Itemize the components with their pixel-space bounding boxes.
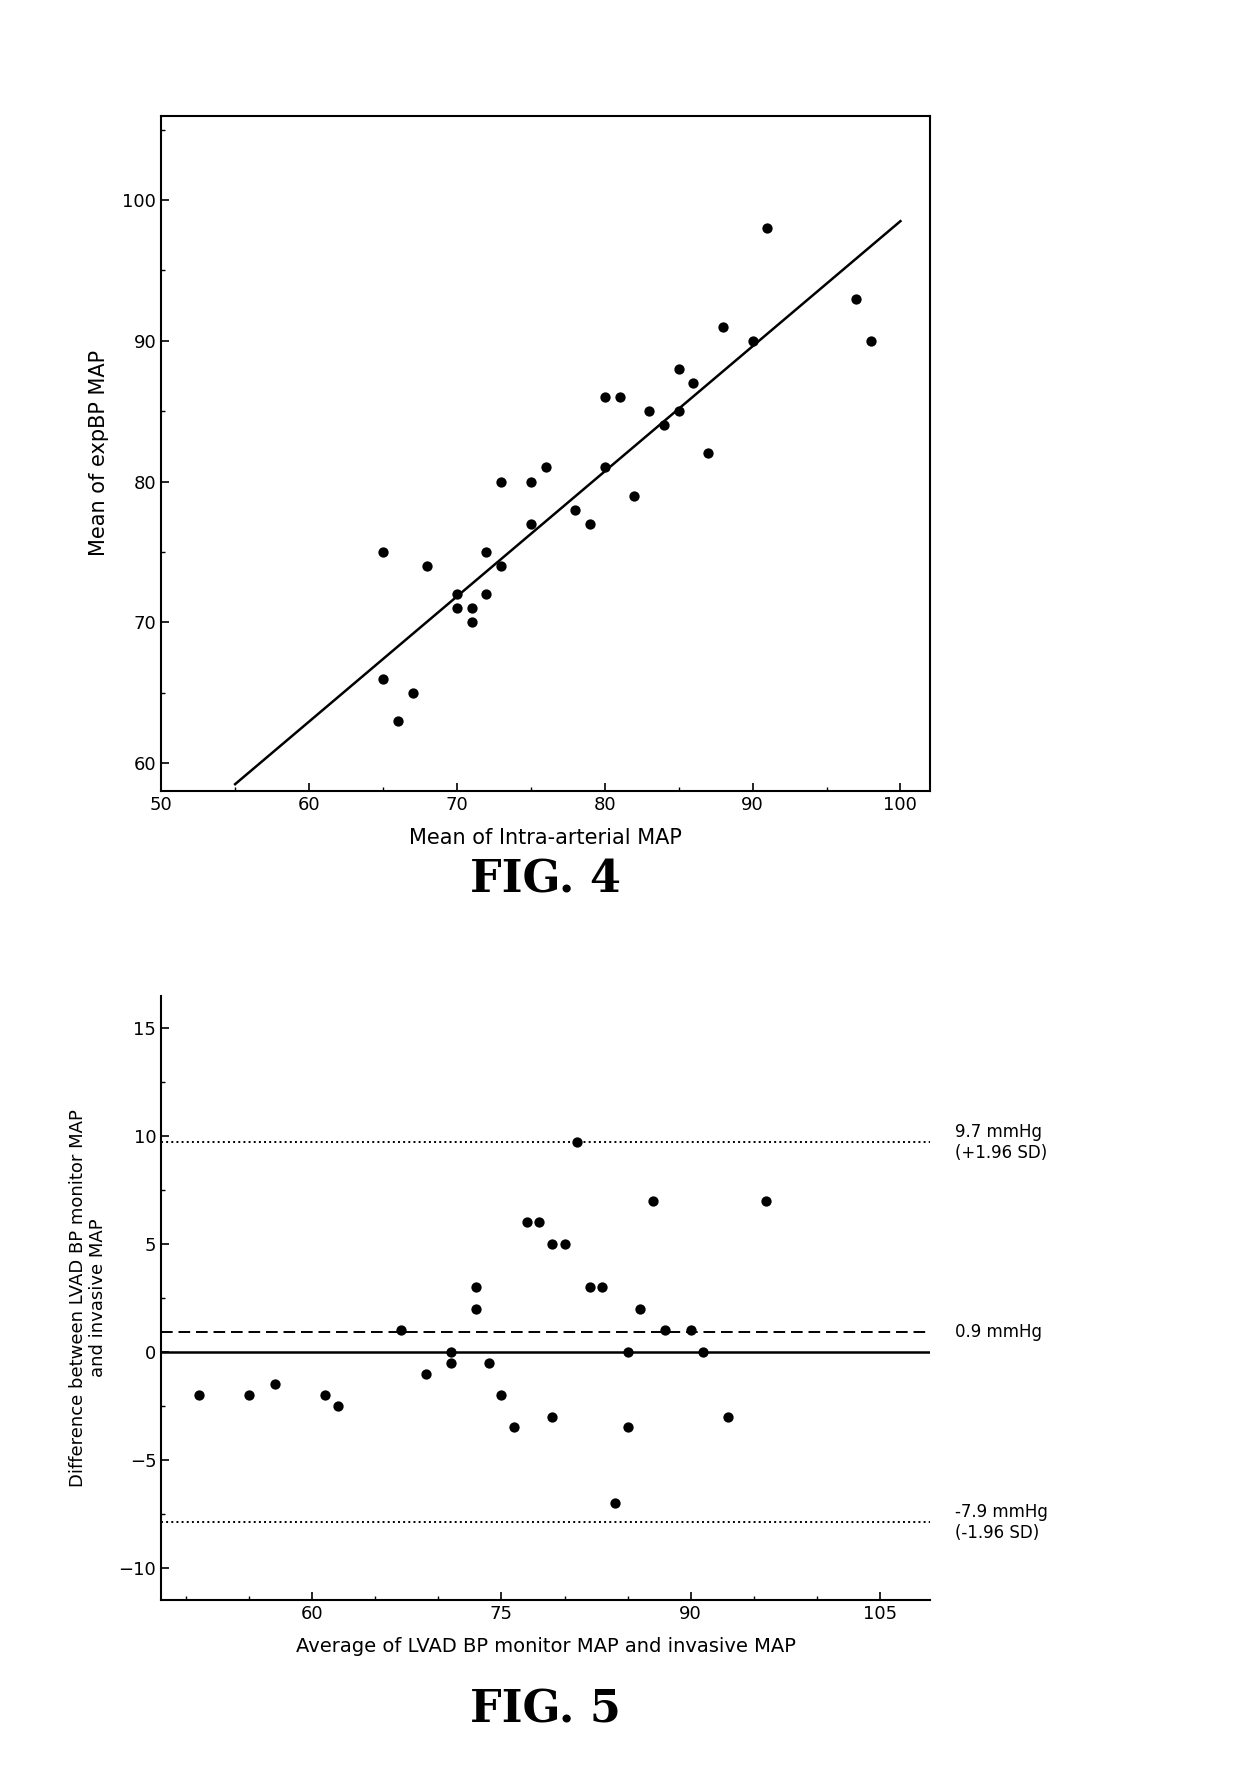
Point: [239, 1382, 259, 1410]
Text: 9.7 mmHg
(+1.96 SD): 9.7 mmHg (+1.96 SD): [955, 1124, 1048, 1161]
Point: [642, 1186, 662, 1214]
Point: [693, 1337, 713, 1366]
Point: [521, 468, 541, 496]
Point: [373, 665, 393, 693]
Point: [542, 1403, 562, 1431]
Point: [505, 1414, 525, 1442]
Point: [554, 1230, 574, 1259]
Point: [461, 594, 481, 622]
Point: [388, 706, 408, 734]
Point: [625, 482, 645, 510]
Point: [536, 453, 556, 482]
Text: FIG. 4: FIG. 4: [470, 859, 621, 901]
Point: [639, 396, 658, 425]
Point: [610, 382, 630, 411]
Point: [630, 1294, 650, 1323]
Point: [756, 1186, 776, 1214]
Y-axis label: Difference between LVAD BP monitor MAP
and invasive MAP: Difference between LVAD BP monitor MAP a…: [68, 1109, 108, 1486]
Point: [441, 1337, 461, 1366]
Point: [861, 327, 880, 356]
Point: [391, 1316, 410, 1344]
Point: [593, 1273, 613, 1301]
Point: [415, 1358, 435, 1387]
Point: [656, 1316, 676, 1344]
Point: [758, 213, 777, 242]
Point: [446, 594, 466, 622]
Point: [418, 551, 438, 580]
Point: [315, 1382, 335, 1410]
Point: [373, 537, 393, 565]
Point: [595, 382, 615, 411]
Point: [846, 284, 866, 313]
X-axis label: Mean of Intra-arterial MAP: Mean of Intra-arterial MAP: [409, 829, 682, 848]
Point: [580, 1273, 600, 1301]
Point: [264, 1371, 284, 1399]
Point: [618, 1414, 637, 1442]
Point: [681, 1316, 701, 1344]
Point: [743, 327, 763, 356]
Point: [605, 1488, 625, 1517]
Point: [476, 580, 496, 608]
Text: 0.9 mmHg: 0.9 mmHg: [955, 1323, 1042, 1341]
X-axis label: Average of LVAD BP monitor MAP and invasive MAP: Average of LVAD BP monitor MAP and invas…: [295, 1638, 796, 1655]
Point: [491, 468, 511, 496]
Point: [466, 1294, 486, 1323]
Point: [713, 313, 733, 341]
Point: [491, 1382, 511, 1410]
Point: [565, 496, 585, 525]
Point: [466, 1273, 486, 1301]
Point: [403, 679, 423, 708]
Point: [491, 551, 511, 580]
Point: [718, 1403, 738, 1431]
Point: [476, 537, 496, 565]
Point: [461, 608, 481, 637]
Text: -7.9 mmHg
(-1.96 SD): -7.9 mmHg (-1.96 SD): [955, 1502, 1048, 1542]
Point: [618, 1337, 637, 1366]
Point: [580, 510, 600, 539]
Point: [188, 1382, 208, 1410]
Point: [446, 580, 466, 608]
Point: [542, 1230, 562, 1259]
Point: [327, 1392, 347, 1421]
Point: [595, 453, 615, 482]
Point: [683, 368, 703, 396]
Point: [521, 510, 541, 539]
Point: [529, 1209, 549, 1237]
Point: [698, 439, 718, 468]
Point: [668, 396, 688, 425]
Point: [668, 354, 688, 382]
Point: [517, 1209, 537, 1237]
Point: [441, 1348, 461, 1376]
Y-axis label: Mean of expBP MAP: Mean of expBP MAP: [88, 350, 109, 557]
Text: FIG. 5: FIG. 5: [470, 1689, 621, 1732]
Point: [567, 1129, 587, 1157]
Point: [479, 1348, 498, 1376]
Point: [653, 411, 673, 439]
